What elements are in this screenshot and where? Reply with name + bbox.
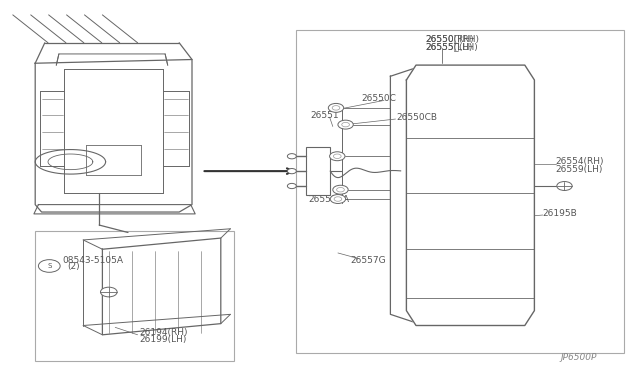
Circle shape [332,106,340,110]
Circle shape [333,154,341,158]
Text: 26555・(LH): 26555・(LH) [426,42,478,51]
Text: 26550CB: 26550CB [397,113,438,122]
Polygon shape [102,238,221,335]
Circle shape [287,183,296,189]
Text: 26550C: 26550C [362,94,396,103]
Bar [35,231,234,361]
Circle shape [334,197,342,201]
Circle shape [333,185,348,194]
Text: 26550・(RH): 26550・(RH) [426,35,479,44]
Text: 26559(LH): 26559(LH) [556,165,603,174]
Circle shape [330,152,345,161]
Text: 26194(RH): 26194(RH) [140,328,188,337]
Circle shape [100,287,117,297]
Bar [306,147,330,195]
Text: 26555(LH): 26555(LH) [426,43,473,52]
Circle shape [38,260,60,272]
Text: (2): (2) [67,262,80,271]
Circle shape [337,187,344,192]
Text: 26551: 26551 [310,111,339,120]
Bar [296,30,624,353]
Polygon shape [406,65,534,326]
Text: 26550(RH): 26550(RH) [426,35,474,44]
Circle shape [338,120,353,129]
Circle shape [287,169,296,174]
Circle shape [330,195,346,203]
Circle shape [342,122,349,127]
Circle shape [328,103,344,112]
Text: 26199(LH): 26199(LH) [140,335,187,344]
Circle shape [557,182,572,190]
Text: S: S [47,263,51,269]
Text: 08543-5105A: 08543-5105A [63,256,124,265]
Text: 26557G: 26557G [350,256,386,265]
Circle shape [287,154,296,159]
Text: JP6500P: JP6500P [560,353,596,362]
Text: 26550CA: 26550CA [308,195,349,203]
Text: 26554(RH): 26554(RH) [556,157,604,166]
Text: 26195B: 26195B [543,209,577,218]
